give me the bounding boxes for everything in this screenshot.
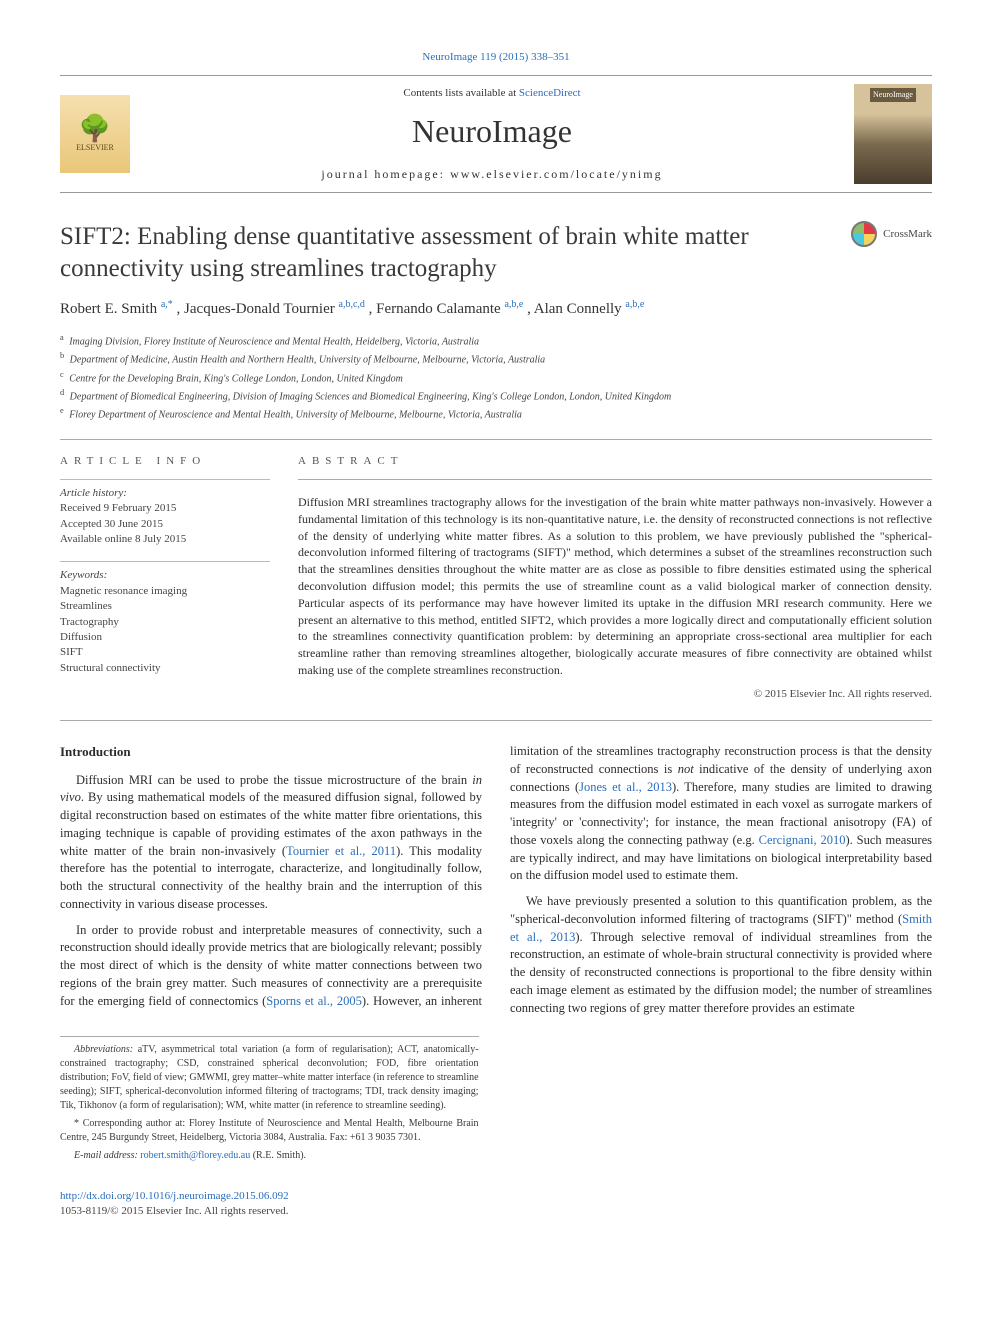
intro-heading: Introduction — [60, 743, 482, 761]
author-3-aff[interactable]: a,b,e — [504, 301, 523, 317]
journal-name: NeuroImage — [144, 109, 840, 154]
sciencedirect-link[interactable]: ScienceDirect — [519, 87, 581, 99]
keyword-0: Magnetic resonance imaging — [60, 584, 270, 599]
author-4: , Alan Connelly a,b,e — [527, 301, 644, 317]
author-list: Robert E. Smith a,* , Jacques-Donald Tou… — [60, 298, 932, 320]
keyword-4: SIFT — [60, 645, 270, 660]
article-info-heading: ARTICLE INFO — [60, 454, 270, 469]
author-2: , Jacques-Donald Tournier a,b,c,d — [177, 301, 365, 317]
affiliation-e: e Florey Department of Neuroscience and … — [60, 405, 932, 422]
publisher-name: ELSEVIER — [76, 142, 114, 153]
history-label: Article history: — [60, 486, 270, 501]
affiliation-b: b Department of Medicine, Austin Health … — [60, 350, 932, 367]
divider — [60, 439, 932, 440]
email-link[interactable]: robert.smith@florey.edu.au — [140, 1150, 250, 1161]
keywords-label: Keywords: — [60, 568, 270, 583]
section-divider — [60, 720, 932, 721]
abstract-heading: ABSTRACT — [298, 454, 932, 469]
issn-line: 1053-8119/© 2015 Elsevier Inc. All right… — [60, 1204, 932, 1219]
publisher-logo: 🌳 ELSEVIER — [60, 95, 130, 173]
keyword-5: Structural connectivity — [60, 661, 270, 676]
homepage-label: journal homepage: — [321, 167, 450, 181]
intro-p3: We have previously presented a solution … — [510, 893, 932, 1017]
page-footer: http://dx.doi.org/10.1016/j.neuroimage.2… — [60, 1189, 932, 1220]
crossmark-label: CrossMark — [883, 227, 932, 242]
crossmark-icon — [851, 221, 877, 247]
ref-tournier-2011[interactable]: Tournier et al., 2011 — [286, 844, 396, 858]
affiliation-a: a Imaging Division, Florey Institute of … — [60, 332, 932, 349]
corresponding-note: * Corresponding author at: Florey Instit… — [60, 1117, 479, 1145]
copyright: © 2015 Elsevier Inc. All rights reserved… — [298, 687, 932, 702]
intro-p1: Diffusion MRI can be used to probe the t… — [60, 772, 482, 914]
author-1-aff[interactable]: a,* — [161, 301, 173, 317]
affiliation-d: d Department of Biomedical Engineering, … — [60, 387, 932, 404]
affiliations: a Imaging Division, Florey Institute of … — [60, 332, 932, 423]
homepage-line: journal homepage: www.elsevier.com/locat… — [144, 166, 840, 183]
author-2-aff[interactable]: a,b,c,d — [339, 301, 365, 317]
abstract-divider — [298, 479, 932, 480]
history-accepted: Accepted 30 June 2015 — [60, 517, 270, 532]
homepage-url[interactable]: www.elsevier.com/locate/ynimg — [450, 167, 663, 181]
keyword-1: Streamlines — [60, 599, 270, 614]
ref-jones-2013[interactable]: Jones et al., 2013 — [579, 780, 672, 794]
history-online: Available online 8 July 2015 — [60, 532, 270, 547]
journal-cover-thumb: NeuroImage — [854, 84, 932, 184]
article-title: SIFT2: Enabling dense quantitative asses… — [60, 221, 800, 284]
keyword-3: Diffusion — [60, 630, 270, 645]
contents-prefix: Contents lists available at — [403, 87, 518, 99]
crossmark-badge[interactable]: CrossMark — [851, 221, 932, 247]
ref-sporns-2005[interactable]: Sporns et al., 2005 — [266, 994, 362, 1008]
citation-line: NeuroImage 119 (2015) 338–351 — [60, 50, 932, 65]
keywords: Keywords: Magnetic resonance imaging Str… — [60, 561, 270, 676]
author-4-aff[interactable]: a,b,e — [625, 301, 644, 317]
contents-line: Contents lists available at ScienceDirec… — [144, 86, 840, 101]
author-1: Robert E. Smith a,* — [60, 301, 173, 317]
citation-link[interactable]: NeuroImage 119 (2015) 338–351 — [422, 51, 569, 63]
author-3: , Fernando Calamante a,b,e — [369, 301, 524, 317]
history-received: Received 9 February 2015 — [60, 501, 270, 516]
abstract-text: Diffusion MRI streamlines tractography a… — [298, 494, 932, 679]
footnotes: Abbreviations: aTV, asymmetrical total v… — [60, 1036, 479, 1167]
email-note: E-mail address: robert.smith@florey.edu.… — [60, 1149, 479, 1163]
article-body: Introduction Diffusion MRI can be used t… — [60, 743, 932, 1018]
keyword-2: Tractography — [60, 615, 270, 630]
ref-cercignani-2010[interactable]: Cercignani, 2010 — [759, 833, 846, 847]
elsevier-tree-icon: 🌳 — [79, 116, 111, 142]
journal-header: 🌳 ELSEVIER Contents lists available at S… — [60, 75, 932, 193]
doi-link[interactable]: http://dx.doi.org/10.1016/j.neuroimage.2… — [60, 1190, 289, 1202]
cover-label: NeuroImage — [870, 88, 916, 101]
abbreviations-note: Abbreviations: aTV, asymmetrical total v… — [60, 1043, 479, 1113]
article-history: Article history: Received 9 February 201… — [60, 479, 270, 548]
affiliation-c: c Centre for the Developing Brain, King'… — [60, 369, 932, 386]
